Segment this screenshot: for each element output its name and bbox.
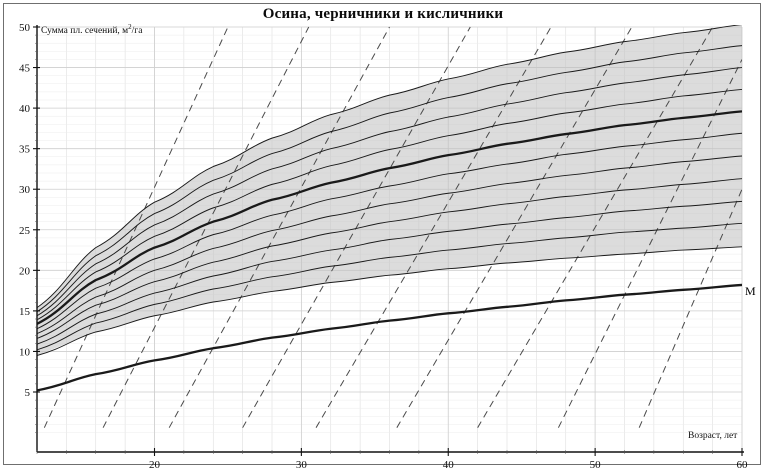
curve-family xyxy=(37,25,742,392)
svg-text:50: 50 xyxy=(19,22,31,34)
svg-text:50: 50 xyxy=(590,459,602,471)
svg-text:5: 5 xyxy=(25,387,31,399)
y-axis-ticks: 5 10 15 20 25 30 35 40 45 50 xyxy=(19,22,40,433)
svg-text:35: 35 xyxy=(19,144,31,156)
y-axis-label: Сумма пл. сечений, м2/га xyxy=(41,23,143,37)
svg-text:15: 15 xyxy=(19,306,31,318)
confidence-band xyxy=(37,25,742,356)
svg-text:30: 30 xyxy=(296,459,308,471)
chart-title: Осина, черничники и кисличники xyxy=(262,6,504,22)
svg-text:60: 60 xyxy=(737,459,749,471)
svg-text:30: 30 xyxy=(19,184,31,196)
x-axis-label: Возраст, лет xyxy=(688,431,738,441)
svg-text:40: 40 xyxy=(19,103,31,115)
svg-text:20: 20 xyxy=(149,459,161,471)
x-axis-ticks: 20 30 40 50 60 xyxy=(36,448,749,471)
svg-text:25: 25 xyxy=(19,225,31,237)
minimum-curve-label: M xyxy=(745,284,756,298)
svg-text:40: 40 xyxy=(443,459,455,471)
svg-text:10: 10 xyxy=(19,346,31,358)
svg-text:45: 45 xyxy=(19,63,31,75)
figure-frame xyxy=(3,3,761,465)
svg-text:20: 20 xyxy=(19,265,31,277)
dashed-trajectory-lines xyxy=(43,26,742,428)
